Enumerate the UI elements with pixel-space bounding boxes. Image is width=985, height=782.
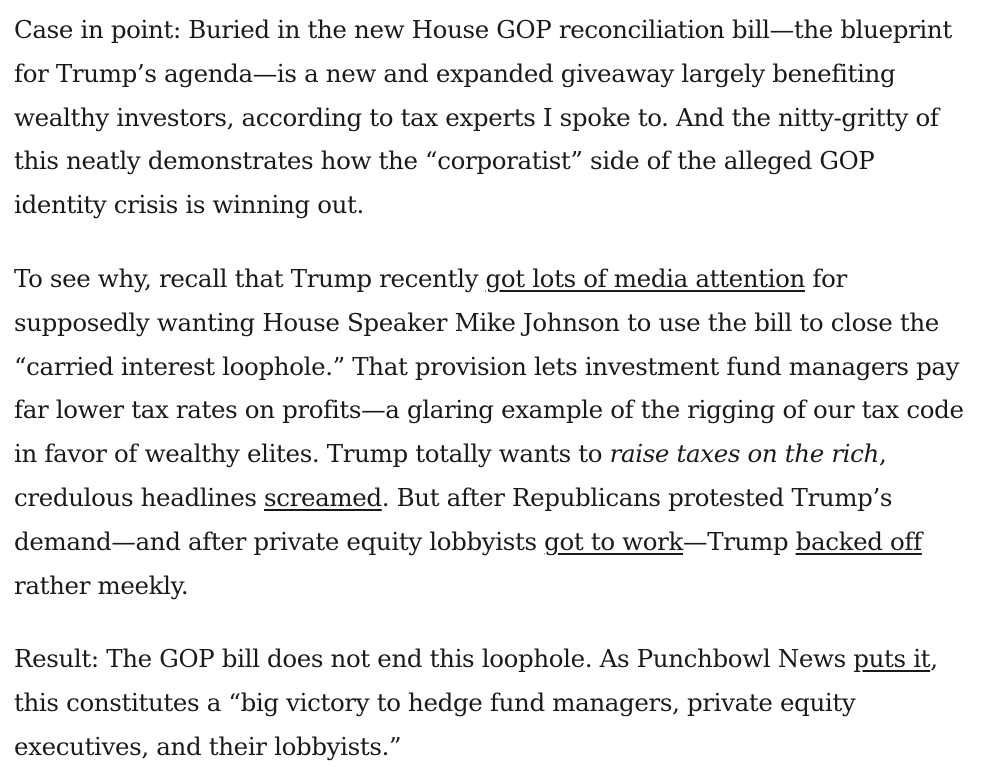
link-puts-it[interactable]: puts it	[853, 644, 931, 674]
emphasis-raise-taxes: raise taxes on the rich	[609, 439, 880, 469]
paragraph-text: rather meekly.	[14, 570, 189, 600]
paragraph-text: , this constitutes a “big victory to hed…	[14, 644, 938, 761]
paragraph-text: for supposedly wanting House Speaker Mik…	[14, 263, 964, 469]
paragraph-text: . But after Republicans protested Trump’…	[14, 482, 893, 556]
paragraph-text: , credulous headlines	[14, 439, 887, 512]
link-screamed[interactable]: screamed	[264, 482, 382, 512]
paragraph-text: Case in point: Buried in the new House G…	[14, 15, 952, 220]
paragraph-text: To see why, recall that Trump recently	[14, 263, 486, 293]
link-backed-off[interactable]: backed off	[795, 526, 923, 556]
paragraph-carried-interest: To see why, recall that Trump recently g…	[14, 257, 971, 607]
paragraph-result: Result: The GOP bill does not end this l…	[14, 637, 971, 768]
link-got-to-work[interactable]: got to work	[544, 526, 684, 556]
paragraph-text: Result: The GOP bill does not end this l…	[14, 644, 854, 674]
link-media-attention[interactable]: got lots of media attention	[485, 263, 806, 293]
paragraph-text: —Trump	[683, 526, 796, 556]
paragraph-case-in-point: Case in point: Buried in the new House G…	[14, 8, 971, 227]
